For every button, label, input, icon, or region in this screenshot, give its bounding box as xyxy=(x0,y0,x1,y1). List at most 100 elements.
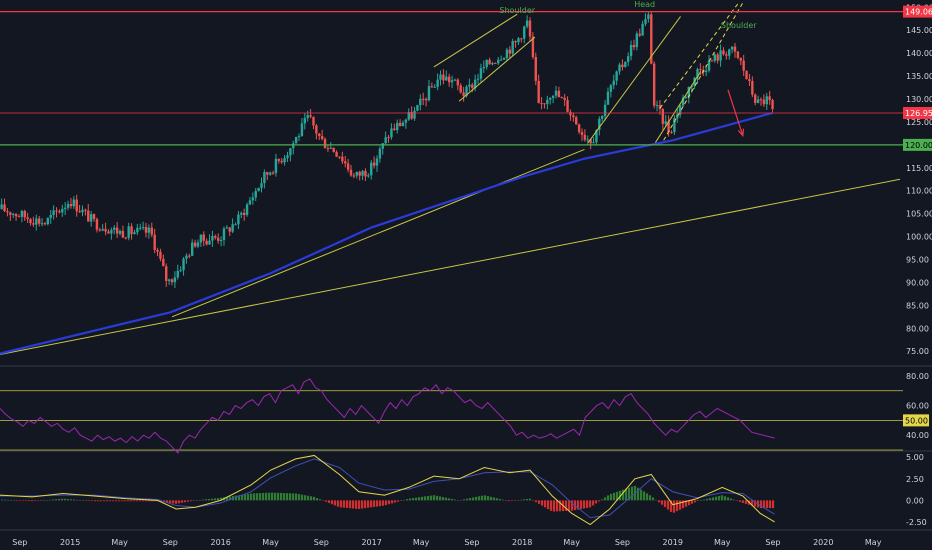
macd-histogram-bar xyxy=(609,493,613,501)
macd-histogram-bar xyxy=(507,500,511,502)
candle-body xyxy=(84,209,87,211)
price-axis-tick-label: 85.00 xyxy=(906,301,929,310)
price-panel[interactable]: Shoulder Head Shoulder xyxy=(0,0,903,355)
macd-histogram-bar xyxy=(360,500,364,509)
candle-body xyxy=(629,45,633,57)
macd-histogram-bar xyxy=(603,497,607,501)
macd-histogram-bar xyxy=(516,500,520,501)
macd-histogram-bar xyxy=(54,499,58,501)
macd-histogram-bar xyxy=(408,498,412,501)
candle-body xyxy=(150,227,153,235)
candle-body xyxy=(667,121,670,133)
macd-histogram-bar xyxy=(543,500,547,508)
macd-histogram-bar xyxy=(630,486,634,501)
candle-body xyxy=(188,255,191,257)
candle-body xyxy=(505,49,509,58)
candle-body xyxy=(511,40,514,54)
candle-body xyxy=(346,163,350,170)
macd-histogram-bar xyxy=(357,500,361,509)
macd-histogram-bar xyxy=(90,500,94,502)
macd-histogram-bar xyxy=(498,498,502,501)
candle-body xyxy=(37,218,41,224)
candle-body xyxy=(170,279,174,283)
rsi-axis-tick-label: 40.00 xyxy=(906,431,929,440)
macd-histogram-bar xyxy=(417,497,421,501)
candle-body xyxy=(549,98,552,100)
macd-histogram-bar xyxy=(198,499,202,501)
candle-body xyxy=(130,226,133,235)
rsi-panel[interactable] xyxy=(0,378,903,454)
macd-histogram-bar xyxy=(201,499,205,501)
candle-body xyxy=(20,210,24,217)
macd-histogram-bar xyxy=(348,500,352,509)
candle-body xyxy=(401,122,405,127)
candle-body xyxy=(104,228,107,232)
macd-histogram-bar xyxy=(750,500,754,506)
macd-histogram-bar xyxy=(639,489,643,501)
price-axis-tick-label: 140.00 xyxy=(906,49,932,58)
macd-histogram-bar xyxy=(393,500,397,503)
macd-histogram-bar xyxy=(642,491,646,501)
macd-histogram-bar xyxy=(768,500,772,509)
candle-body xyxy=(722,50,725,55)
macd-histogram-bar xyxy=(12,500,16,501)
time-axis-tick-label: 2020 xyxy=(813,538,833,547)
macd-histogram-bar xyxy=(711,497,715,501)
macd-histogram-bar xyxy=(258,493,262,501)
macd-histogram-bar xyxy=(270,492,274,501)
macd-panel[interactable] xyxy=(0,454,775,526)
macd-histogram-bar xyxy=(93,500,97,502)
macd-histogram-bar xyxy=(693,500,697,503)
candle-body xyxy=(72,199,76,207)
candle-body xyxy=(280,160,283,163)
candle-body xyxy=(141,227,145,229)
candle-body xyxy=(687,86,691,98)
candle-body xyxy=(52,210,55,215)
macd-histogram-bar xyxy=(762,500,766,509)
candle-body xyxy=(450,80,454,83)
candle-body xyxy=(621,64,624,68)
candle-body xyxy=(655,105,659,107)
candle-body xyxy=(147,227,151,233)
macd-histogram-bar xyxy=(606,495,610,501)
candle-body xyxy=(647,14,650,19)
pattern-annotation: Shoulder xyxy=(499,6,535,15)
macd-histogram-bar xyxy=(486,496,490,501)
candle-body xyxy=(306,115,309,119)
macd-histogram-bar xyxy=(540,500,544,506)
macd-histogram-bar xyxy=(369,500,373,508)
candle-body xyxy=(66,204,70,208)
candle-body xyxy=(98,229,102,231)
macd-histogram-bar xyxy=(714,496,718,501)
candle-body xyxy=(557,90,561,98)
macd-histogram-bar xyxy=(582,500,586,509)
price-axis-tick-label: 130.00 xyxy=(906,95,932,104)
candle-body xyxy=(531,36,535,58)
macd-histogram-bar xyxy=(546,500,550,510)
macd-histogram-bar xyxy=(333,500,337,506)
candle-body xyxy=(600,116,604,119)
candle-body xyxy=(40,223,44,225)
candle-body xyxy=(46,217,50,225)
candle-body xyxy=(300,123,304,136)
candle-body xyxy=(294,137,298,144)
macd-histogram-bar xyxy=(723,496,727,501)
candle-body xyxy=(254,191,257,198)
macd-histogram-bar xyxy=(456,500,460,501)
candle-body xyxy=(497,59,500,64)
candle-body xyxy=(436,79,439,87)
candle-body xyxy=(61,208,64,213)
macd-histogram-bar xyxy=(660,500,664,505)
price-level-badge xyxy=(903,107,932,119)
macd-histogram-bar xyxy=(537,500,541,504)
macd-histogram-bar xyxy=(363,500,367,509)
trendline xyxy=(654,71,702,143)
arrow-icon xyxy=(737,128,745,138)
macd-histogram-bar xyxy=(375,500,379,507)
macd-histogram-bar xyxy=(450,498,454,501)
macd-histogram-bar xyxy=(330,500,334,505)
candle-body xyxy=(289,148,292,156)
macd-histogram-bar xyxy=(597,500,601,502)
candle-body xyxy=(387,137,390,139)
macd-histogram-bar xyxy=(600,499,604,501)
